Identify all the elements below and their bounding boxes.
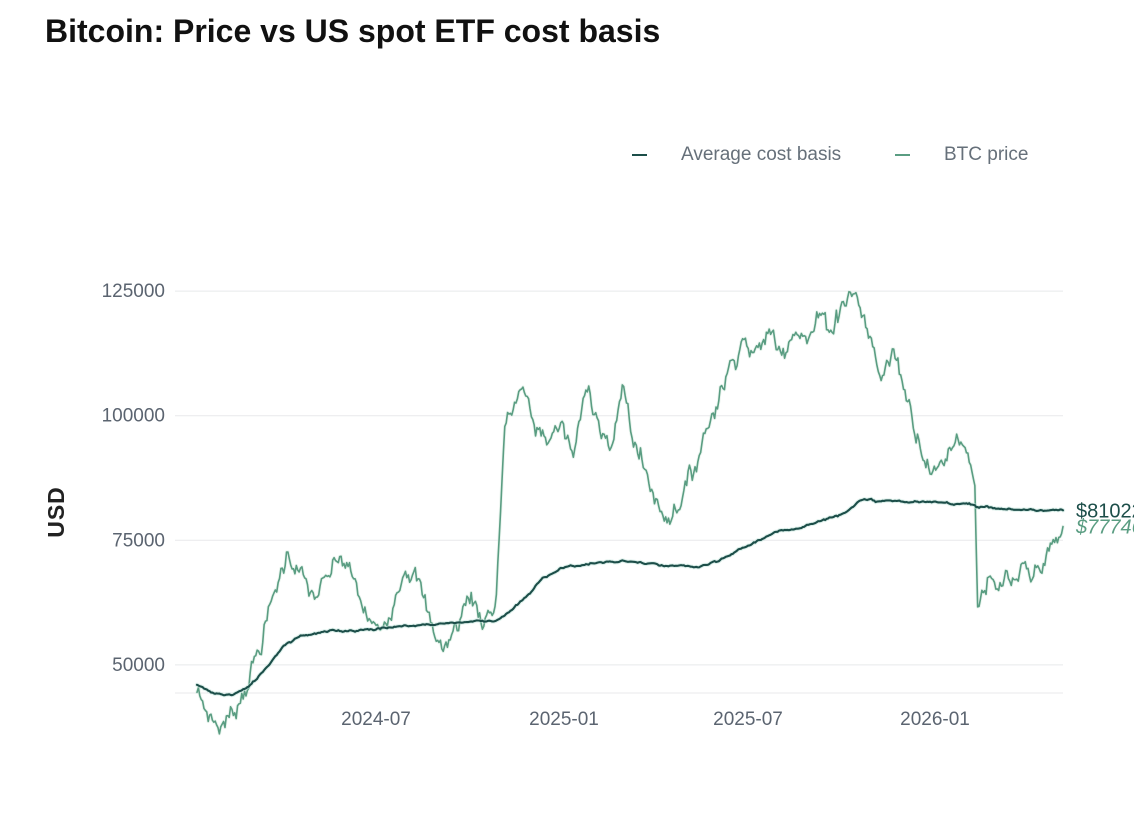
svg-text:2025-01: 2025-01 xyxy=(529,709,599,730)
svg-text:125000: 125000 xyxy=(102,281,165,302)
svg-text:100000: 100000 xyxy=(102,406,165,427)
svg-text:2025-07: 2025-07 xyxy=(713,709,783,730)
svg-text:USD: USD xyxy=(43,486,69,538)
svg-text:50000: 50000 xyxy=(112,655,165,676)
svg-text:2026-01: 2026-01 xyxy=(900,709,970,730)
svg-text:2024-07: 2024-07 xyxy=(341,709,411,730)
svg-text:75000: 75000 xyxy=(112,530,165,551)
svg-text:$77746: $77746 xyxy=(1075,517,1134,539)
